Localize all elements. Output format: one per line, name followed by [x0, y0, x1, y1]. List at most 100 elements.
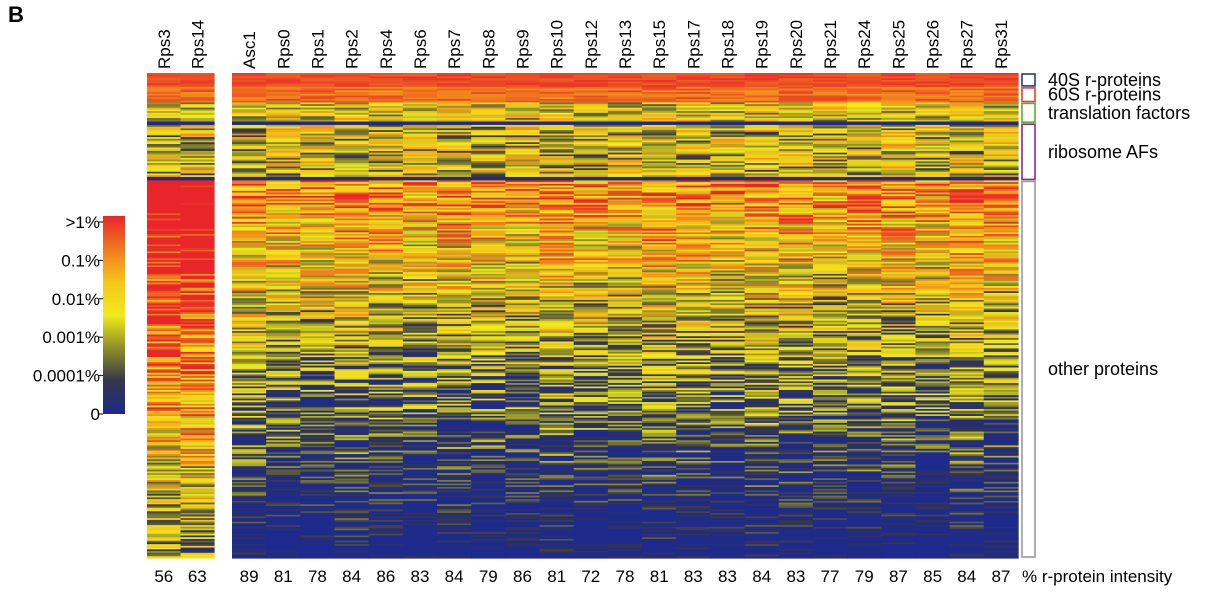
intensity-value-right-17: 77 — [821, 567, 840, 586]
intensity-suffix: % r-protein intensity — [1022, 567, 1173, 586]
intensity-value-right-2: 78 — [308, 567, 327, 586]
heatmap-column-rps2 — [335, 73, 370, 559]
column-label-rps17: Rps17 — [684, 20, 703, 69]
column-labels: Rps3 Rps14 Asc1 Rps0 Rps1 Rps2 Rps4 Rps6 Rps7 Rps… — [155, 20, 1011, 69]
group-bracket-40s-r-proteins — [1022, 74, 1035, 86]
heatmap-column-rps20 — [779, 73, 814, 559]
colorbar-label-0: >1% — [66, 213, 101, 232]
column-label-asc1: Asc1 — [240, 31, 259, 69]
column-label-rps27: Rps27 — [958, 20, 977, 69]
group-bracket-60s-r-proteins — [1022, 88, 1035, 102]
column-label-rps24: Rps24 — [855, 20, 874, 69]
column-label-rps26: Rps26 — [924, 20, 943, 69]
intensity-value-right-7: 79 — [479, 567, 498, 586]
heatmap-column-rps17 — [676, 73, 711, 559]
intensity-value-right-15: 84 — [752, 567, 771, 586]
colorbar-gradient — [103, 216, 125, 414]
heatmap-column-rps13 — [608, 73, 643, 559]
intensity-value-right-6: 84 — [445, 567, 464, 586]
heatmap-column-rps27 — [950, 73, 985, 559]
group-label-other-proteins: other proteins — [1048, 359, 1158, 379]
heatmap-column-rps0 — [266, 73, 301, 559]
intensity-values: 56 63 89 81 78 84 86 83 84 79 86 81 72 78 81 83 83 84 83 77… — [154, 567, 1172, 586]
heatmap-column-rps21 — [813, 73, 848, 559]
intensity-value-right-0: 89 — [240, 567, 259, 586]
colorbar-label-4: 0.0001% — [33, 367, 100, 386]
intensity-value-right-18: 79 — [855, 567, 874, 586]
intensity-value-right-13: 83 — [684, 567, 703, 586]
heatmap-column-rps18 — [710, 73, 745, 559]
heatmap-column-rps10 — [540, 73, 575, 559]
heatmap-column-rps1 — [300, 73, 335, 559]
heatmap-column-rps26 — [915, 73, 950, 559]
intensity-value-right-9: 81 — [547, 567, 566, 586]
heatmap-body — [147, 73, 1019, 559]
column-label-rps15: Rps15 — [650, 20, 669, 69]
panel-label: B — [8, 2, 24, 28]
heatmap-column-rps12 — [574, 73, 609, 559]
column-label-rps7: Rps7 — [445, 29, 464, 69]
column-label-rps10: Rps10 — [548, 20, 567, 69]
heatmap-column-rps24 — [847, 73, 882, 559]
heatmap-column-rps9 — [505, 73, 540, 559]
heatmap-column-rps31 — [984, 73, 1019, 559]
column-label-rps13: Rps13 — [616, 20, 635, 69]
column-label-rps14: Rps14 — [188, 20, 207, 69]
intensity-value-right-4: 86 — [376, 567, 395, 586]
group-bracket-translation-factors — [1022, 103, 1035, 122]
intensity-value-right-16: 83 — [786, 567, 805, 586]
column-label-rps8: Rps8 — [479, 29, 498, 69]
intensity-value-right-10: 72 — [581, 567, 600, 586]
colorbar-label-2: 0.01% — [52, 290, 100, 309]
intensity-value-right-5: 83 — [411, 567, 430, 586]
heatmap-column-rps15 — [642, 73, 677, 559]
column-label-rps12: Rps12 — [582, 20, 601, 69]
heatmap-column-rps14 — [181, 73, 215, 559]
heatmap-column-rps4 — [369, 73, 404, 559]
column-label-rps4: Rps4 — [377, 29, 396, 69]
heatmap-column-rps3 — [147, 73, 181, 559]
heatmap-column-asc1 — [232, 73, 267, 559]
colorbar-label-1: 0.1% — [61, 251, 100, 270]
intensity-value-right-14: 83 — [718, 567, 737, 586]
column-label-rps18: Rps18 — [719, 20, 738, 69]
intensity-value-right-12: 81 — [650, 567, 669, 586]
column-label-rps25: Rps25 — [889, 20, 908, 69]
heatmap-column-rps7 — [437, 73, 472, 559]
heatmap-column-rps8 — [471, 73, 506, 559]
group-bracket-other-proteins — [1022, 181, 1035, 557]
intensity-value-right-22: 87 — [991, 567, 1010, 586]
intensity-value-right-8: 86 — [513, 567, 532, 586]
colorbar-label-3: 0.001% — [42, 328, 100, 347]
group-label-ribosome-afs: ribosome AFs — [1048, 142, 1158, 162]
group-bracket-ribosome-afs — [1022, 124, 1035, 179]
colorbar-label-5: 0 — [91, 405, 100, 424]
intensity-value-left-1: 63 — [188, 567, 207, 586]
heatmap-column-rps25 — [881, 73, 916, 559]
intensity-value-right-21: 84 — [957, 567, 976, 586]
column-label-rps19: Rps19 — [753, 20, 772, 69]
column-label-rps31: Rps31 — [992, 20, 1011, 69]
column-label-rps1: Rps1 — [308, 29, 327, 69]
intensity-value-right-19: 87 — [889, 567, 908, 586]
intensity-value-right-1: 81 — [274, 567, 293, 586]
intensity-value-left-0: 56 — [154, 567, 173, 586]
column-label-rps3: Rps3 — [155, 29, 174, 69]
heatmap-column-rps6 — [403, 73, 438, 559]
intensity-value-right-20: 85 — [923, 567, 942, 586]
intensity-value-right-3: 84 — [342, 567, 361, 586]
column-label-rps6: Rps6 — [411, 29, 430, 69]
column-label-rps2: Rps2 — [343, 29, 362, 69]
group-label-translation-factors: translation factors — [1048, 103, 1190, 123]
column-label-rps9: Rps9 — [514, 29, 533, 69]
column-label-rps0: Rps0 — [274, 29, 293, 69]
heatmap-column-rps19 — [745, 73, 780, 559]
group-label-60s-r-proteins: 60S r-proteins — [1048, 85, 1161, 105]
intensity-value-right-11: 78 — [616, 567, 635, 586]
column-label-rps20: Rps20 — [787, 20, 806, 69]
colorbar: >1% 0.1% 0.01% 0.001% 0.0001% 0 — [33, 213, 125, 424]
column-label-rps21: Rps21 — [821, 20, 840, 69]
